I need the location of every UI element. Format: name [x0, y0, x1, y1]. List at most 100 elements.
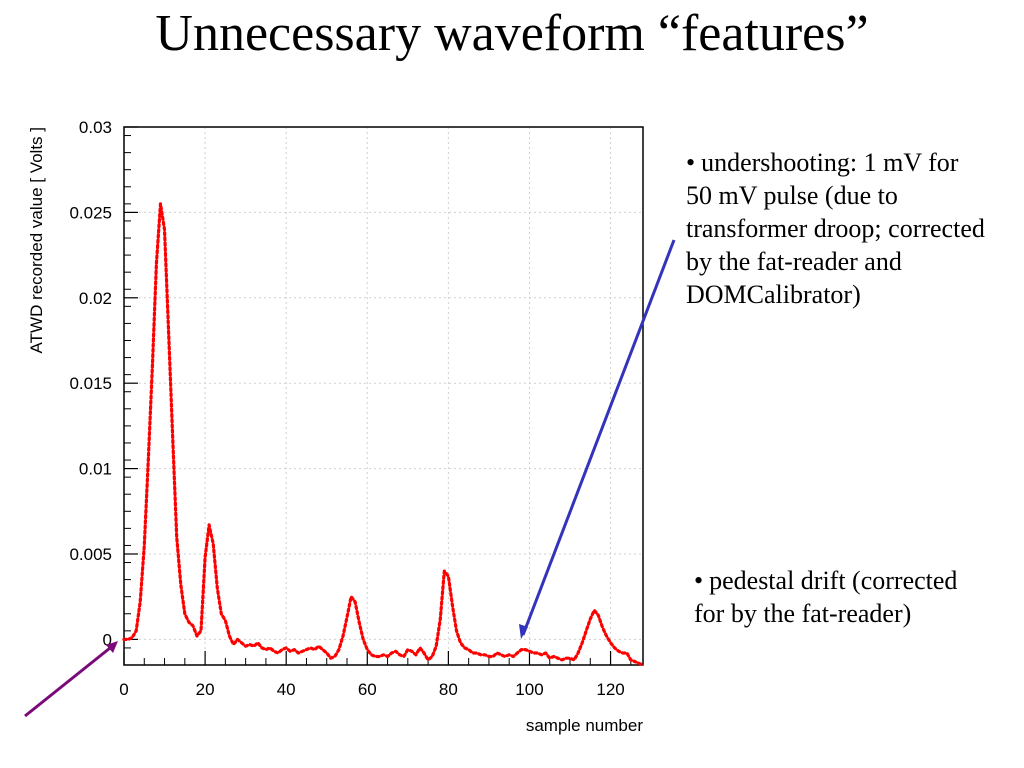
data-point: [537, 652, 539, 654]
axis-ticks: 0 20 40 60 80 100 120 0 0.005 0.01 0.015 0.02 0.025 0…: [69, 118, 632, 699]
undershoot-note-text: undershooting: 1 mV for 50 mV pulse (due…: [686, 148, 985, 309]
x-tick-label: 40: [277, 680, 296, 699]
data-point: [322, 649, 324, 651]
slide-title: Unnecessary waveform “features”: [155, 5, 869, 62]
data-point: [484, 654, 486, 656]
data-point: [224, 620, 226, 622]
data-point: [601, 626, 604, 629]
data-point: [435, 645, 437, 647]
data-point: [180, 584, 182, 586]
data-point: [593, 609, 595, 611]
data-point: [500, 654, 502, 656]
bullet: •: [694, 566, 704, 595]
data-point: [585, 630, 587, 632]
data-point: [354, 601, 356, 603]
y-tick-label: 0.015: [69, 374, 112, 393]
data-point: [561, 659, 563, 661]
data-point: [557, 657, 559, 659]
data-point: [642, 664, 644, 666]
data-point: [439, 618, 441, 620]
data-point: [451, 604, 453, 606]
data-point: [443, 570, 445, 572]
data-point: [399, 654, 401, 656]
data-point: [289, 650, 291, 652]
y-axis-title: ATWD recorded value [ Volts ]: [27, 127, 46, 353]
data-point: [447, 575, 449, 577]
data-point: [532, 652, 535, 654]
data-point: [277, 652, 279, 654]
data-point: [391, 652, 393, 654]
data-point: [581, 642, 583, 644]
y-tick-label: 0.01: [79, 460, 112, 479]
data-point: [618, 650, 620, 652]
data-point: [630, 659, 632, 661]
data-point: [245, 645, 247, 647]
pedestal-note-text: pedestal drift (corrected for by the fat…: [694, 566, 958, 628]
data-point: [228, 635, 230, 637]
data-point: [309, 647, 312, 649]
data-point: [516, 652, 518, 654]
data-point: [176, 536, 178, 538]
data-point: [127, 638, 129, 641]
data-point: [281, 649, 283, 651]
data-point: [411, 650, 413, 652]
y-tick-label: 0.005: [69, 545, 112, 564]
data-point: [208, 524, 210, 526]
data-point: [314, 649, 316, 651]
data-point: [297, 652, 299, 654]
data-point: [188, 621, 190, 623]
data-point: [305, 649, 308, 651]
data-point: [236, 638, 239, 641]
data-point: [459, 642, 462, 644]
y-tick-label: 0.02: [79, 289, 112, 308]
data-point: [492, 655, 494, 658]
data-point: [159, 203, 162, 205]
data-point: [472, 652, 474, 654]
data-point: [204, 556, 206, 559]
data-point: [638, 662, 640, 664]
data-point: [257, 642, 259, 644]
data-point: [212, 543, 214, 545]
data-point: [318, 645, 320, 647]
data-point: [504, 655, 506, 658]
data-point: [549, 657, 551, 659]
data-point: [358, 621, 360, 623]
pedestal-arrowhead: [106, 641, 118, 653]
data-point: [541, 654, 543, 656]
data-point: [565, 657, 567, 659]
data-point: [455, 630, 458, 632]
data-point: [589, 618, 591, 620]
bullet: •: [686, 148, 696, 177]
data-point: [610, 642, 612, 644]
data-point: [131, 637, 133, 639]
y-tick-label: 0.03: [79, 118, 112, 137]
data-point: [155, 263, 157, 265]
y-tick-label: 0.025: [69, 203, 112, 222]
data-point: [387, 655, 389, 658]
data-point: [293, 649, 295, 651]
data-point: [330, 657, 332, 659]
data-point: [427, 659, 429, 661]
data-point: [524, 649, 527, 651]
data-point: [382, 654, 385, 656]
x-tick-label: 80: [439, 680, 458, 699]
data-point: [573, 659, 575, 661]
data-point: [143, 544, 145, 547]
data-point: [476, 652, 478, 654]
data-point: [622, 652, 624, 654]
undershoot-arrowhead: [519, 624, 528, 639]
data-point: [192, 625, 194, 627]
data-point: [200, 630, 202, 632]
data-point: [342, 635, 344, 637]
y-tick-label: 0: [103, 630, 112, 649]
data-point: [338, 649, 340, 651]
data-point: [378, 655, 380, 658]
data-point: [301, 650, 303, 652]
grid: [123, 126, 643, 665]
data-point: [362, 638, 364, 641]
data-point: [168, 331, 170, 333]
data-point: [285, 647, 287, 649]
data-point: [468, 649, 470, 651]
data-point: [370, 654, 372, 656]
